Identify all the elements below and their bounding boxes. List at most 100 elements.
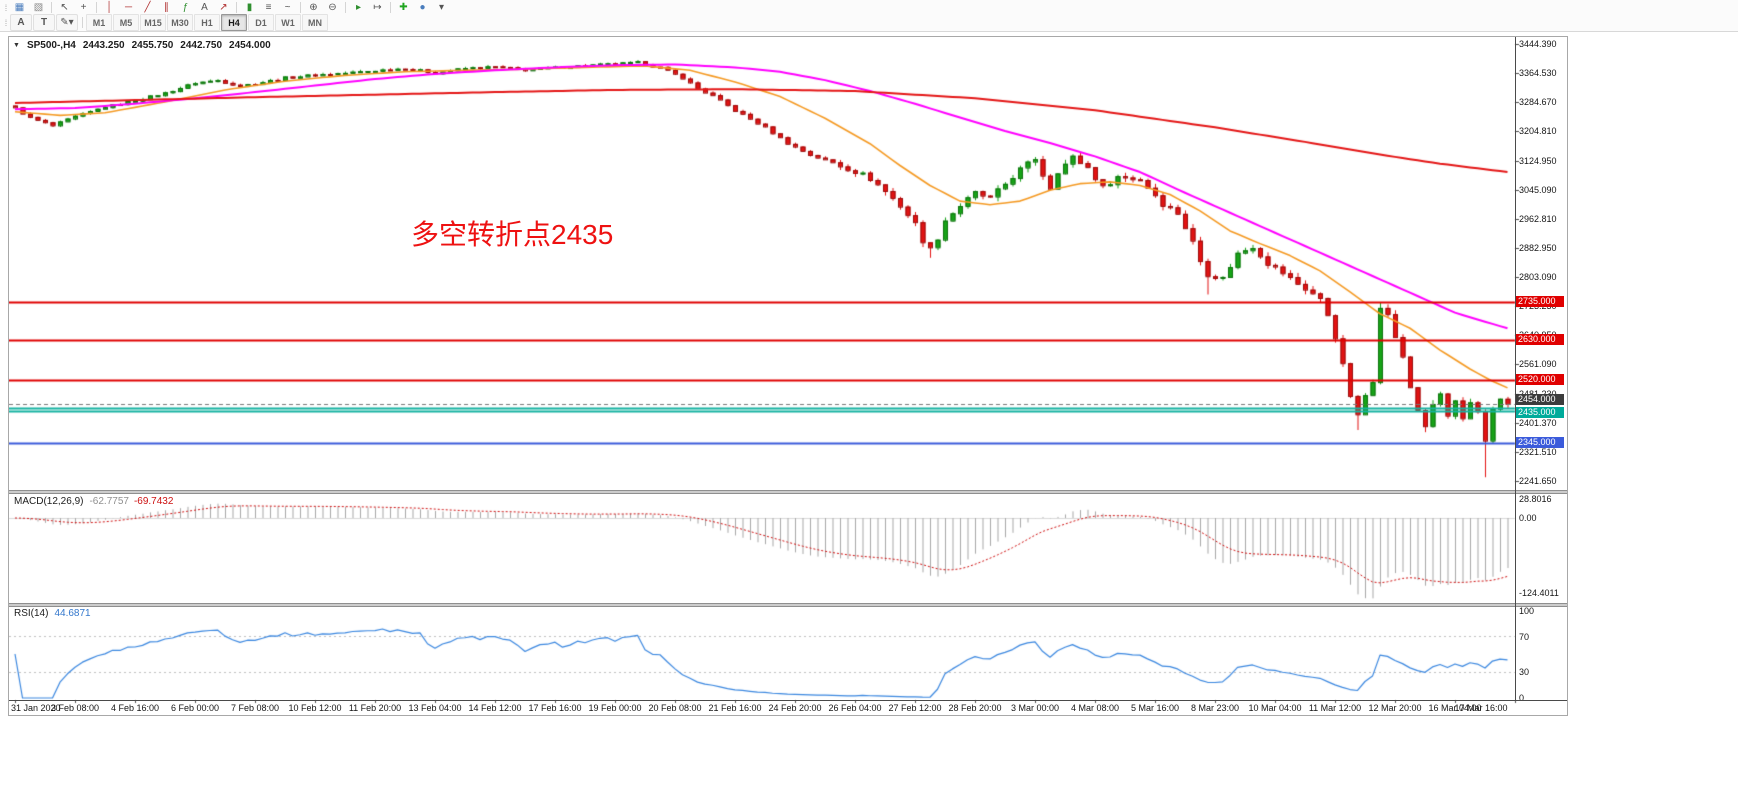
rsi-indicator-name: RSI(14): [14, 608, 49, 619]
label-tool-button[interactable]: T: [33, 14, 55, 31]
vertical-line-icon[interactable]: │: [106, 1, 113, 13]
price-axis-tick: 2321.510: [1519, 447, 1557, 457]
time-axis-label: 14 Feb 12:00: [468, 703, 522, 713]
toolbar-separator: [82, 17, 83, 28]
text-tool-button[interactable]: A: [10, 14, 32, 31]
time-axis-label: 3 Feb 08:00: [50, 703, 100, 713]
trendline-icon[interactable]: ╱: [144, 1, 151, 13]
time-axis-label: 11 Mar 12:00: [1308, 703, 1362, 713]
price-axis-tick: 3124.950: [1519, 156, 1557, 166]
rsi-axis-tick: 30: [1519, 667, 1530, 677]
rsi-panel-splitter[interactable]: [9, 603, 1567, 607]
bar-chart-icon[interactable]: ≡: [265, 1, 272, 13]
pencil-tool-button[interactable]: ✎▾: [56, 14, 78, 31]
timeframe-button-d1[interactable]: D1: [248, 14, 274, 31]
price-tag-2435-000: 2435.000: [1516, 407, 1564, 418]
macd-axis-tick: -124.4011: [1519, 588, 1559, 598]
macd-main-value: -62.7757: [89, 496, 129, 507]
chart-symbol-period: SP500-,H4: [26, 40, 76, 51]
chart-title: ▼ SP500-,H4 2443.250 2455.750 2442.750 2…: [13, 40, 271, 51]
time-axis-label: 3 Mar 00:00: [1010, 703, 1060, 713]
ohlc-high: 2455.750: [131, 40, 174, 51]
candlestick-chart-icon[interactable]: ▮: [246, 1, 253, 13]
macd-signal-value: -69.7432: [133, 496, 174, 507]
timeframe-button-m5[interactable]: M5: [113, 14, 139, 31]
toolbar-drag-handle[interactable]: ⁞: [4, 17, 8, 28]
price-axis-tick: 2561.090: [1519, 359, 1557, 369]
rsi-axis-tick: 100: [1519, 606, 1535, 616]
ohlc-low: 2442.750: [180, 40, 223, 51]
ohlc-close: 2454.000: [229, 40, 271, 51]
crosshair-icon[interactable]: +: [80, 1, 87, 13]
toolbar-row-2: ⁞ A T ✎▾ M1 M5 M15 M30 H1 H4 D1 W1 MN: [0, 14, 1738, 31]
horizontal-line-icon[interactable]: ─: [124, 1, 133, 13]
price-axis-tick: 3045.090: [1519, 185, 1557, 195]
time-axis-label: 21 Feb 16:00: [708, 703, 762, 713]
chart-annotation: 多空转折点2435: [411, 219, 614, 250]
periods-icon[interactable]: ●: [419, 1, 426, 13]
toolbar-separator: [345, 2, 346, 13]
time-axis-label: 5 Mar 16:00: [1130, 703, 1180, 713]
toolbar-drag-handle[interactable]: ⁞: [4, 2, 8, 13]
time-axis-label: 28 Feb 20:00: [948, 703, 1002, 713]
line-chart-icon[interactable]: ~: [284, 1, 291, 13]
price-axis-tick: 3444.390: [1519, 39, 1557, 49]
auto-scroll-icon[interactable]: ▸: [355, 1, 362, 13]
price-axis-line: [1515, 37, 1516, 700]
time-axis-label: 4 Feb 16:00: [110, 703, 160, 713]
chart-window: ▼ SP500-,H4 2443.250 2455.750 2442.750 2…: [8, 36, 1568, 716]
timeframe-button-w1[interactable]: W1: [275, 14, 301, 31]
toolbar-row-1: ⁞ ▦ ▧ ↖ + │ ─ ╱ ∥ ƒ A ↗ ▮ ≡ ~ ⊕ ⊖ ▸ ↦ ✚ ● ▾: [0, 0, 1738, 15]
timeframe-button-h4[interactable]: H4: [221, 14, 247, 31]
top-toolbar: ⁞ ▦ ▧ ↖ + │ ─ ╱ ∥ ƒ A ↗ ▮ ≡ ~ ⊕ ⊖ ▸ ↦ ✚ ● ▾ ⁞ A T ✎▾ M1 M5 M15 M30 H1…: [0, 0, 1738, 32]
arrow-object-icon[interactable]: ↗: [219, 1, 228, 13]
text-label-icon[interactable]: A: [201, 1, 208, 13]
toolbar-separator: [51, 2, 52, 13]
rsi-label: RSI(14) 44.6871: [14, 608, 91, 619]
new-chart-icon[interactable]: ▦: [14, 1, 25, 13]
macd-axis-tick: 0.00: [1519, 513, 1537, 523]
toolbar-separator: [300, 2, 301, 13]
price-tag-2520-000: 2520.000: [1516, 374, 1564, 385]
price-tag-2735-000: 2735.000: [1516, 296, 1564, 307]
timeframe-button-h1[interactable]: H1: [194, 14, 220, 31]
time-axis-label: 10 Mar 04:00: [1248, 703, 1302, 713]
time-axis-label: 12 Mar 20:00: [1368, 703, 1422, 713]
zoom-in-icon[interactable]: ⊕: [309, 1, 318, 13]
timeframe-button-m15[interactable]: M15: [140, 14, 166, 31]
chart-shift-icon[interactable]: ↦: [373, 1, 382, 13]
indicators-icon[interactable]: ✚: [399, 1, 408, 13]
cursor-icon[interactable]: ↖: [60, 1, 69, 13]
macd-panel-splitter[interactable]: [9, 490, 1567, 494]
templates-icon[interactable]: ▾: [438, 1, 445, 13]
toolbar-separator: [96, 2, 97, 13]
timeframe-button-m1[interactable]: M1: [86, 14, 112, 31]
timeframe-button-m30[interactable]: M30: [167, 14, 193, 31]
rsi-axis-tick: 0: [1519, 693, 1525, 703]
channel-icon[interactable]: ∥: [164, 1, 169, 13]
rsi-value: 44.6871: [54, 608, 91, 619]
time-axis-label: 20 Feb 08:00: [648, 703, 702, 713]
chart-menu-icon[interactable]: ▼: [13, 42, 20, 49]
rsi-axis-tick: 70: [1519, 632, 1530, 642]
time-axis-label: 4 Mar 08:00: [1070, 703, 1120, 713]
time-axis-label: 31 Jan 2020: [11, 703, 61, 713]
time-axis-label: 24 Feb 20:00: [768, 703, 822, 713]
main-chart-canvas[interactable]: [9, 37, 1567, 715]
time-axis-label: 13 Feb 04:00: [408, 703, 462, 713]
toolbar-separator: [390, 2, 391, 13]
timeframe-button-mn[interactable]: MN: [302, 14, 328, 31]
zoom-out-icon[interactable]: ⊖: [328, 1, 337, 13]
time-axis-label: 17 Mar 16:00: [1454, 703, 1508, 713]
time-axis-label: 26 Feb 04:00: [828, 703, 882, 713]
ohlc-open: 2443.250: [82, 40, 125, 51]
time-axis-label: 16 Mar 04:00: [1428, 703, 1482, 713]
price-axis-tick: 2241.650: [1519, 476, 1557, 486]
price-axis-tick: 3284.670: [1519, 97, 1557, 107]
time-axis-line: [9, 700, 1567, 701]
fibonacci-icon[interactable]: ƒ: [182, 1, 189, 13]
price-tag-2345-000: 2345.000: [1516, 437, 1564, 448]
profiles-icon[interactable]: ▧: [33, 1, 44, 13]
price-tag-2630-000: 2630.000: [1516, 334, 1564, 345]
macd-indicator-name: MACD(12,26,9): [14, 496, 84, 507]
